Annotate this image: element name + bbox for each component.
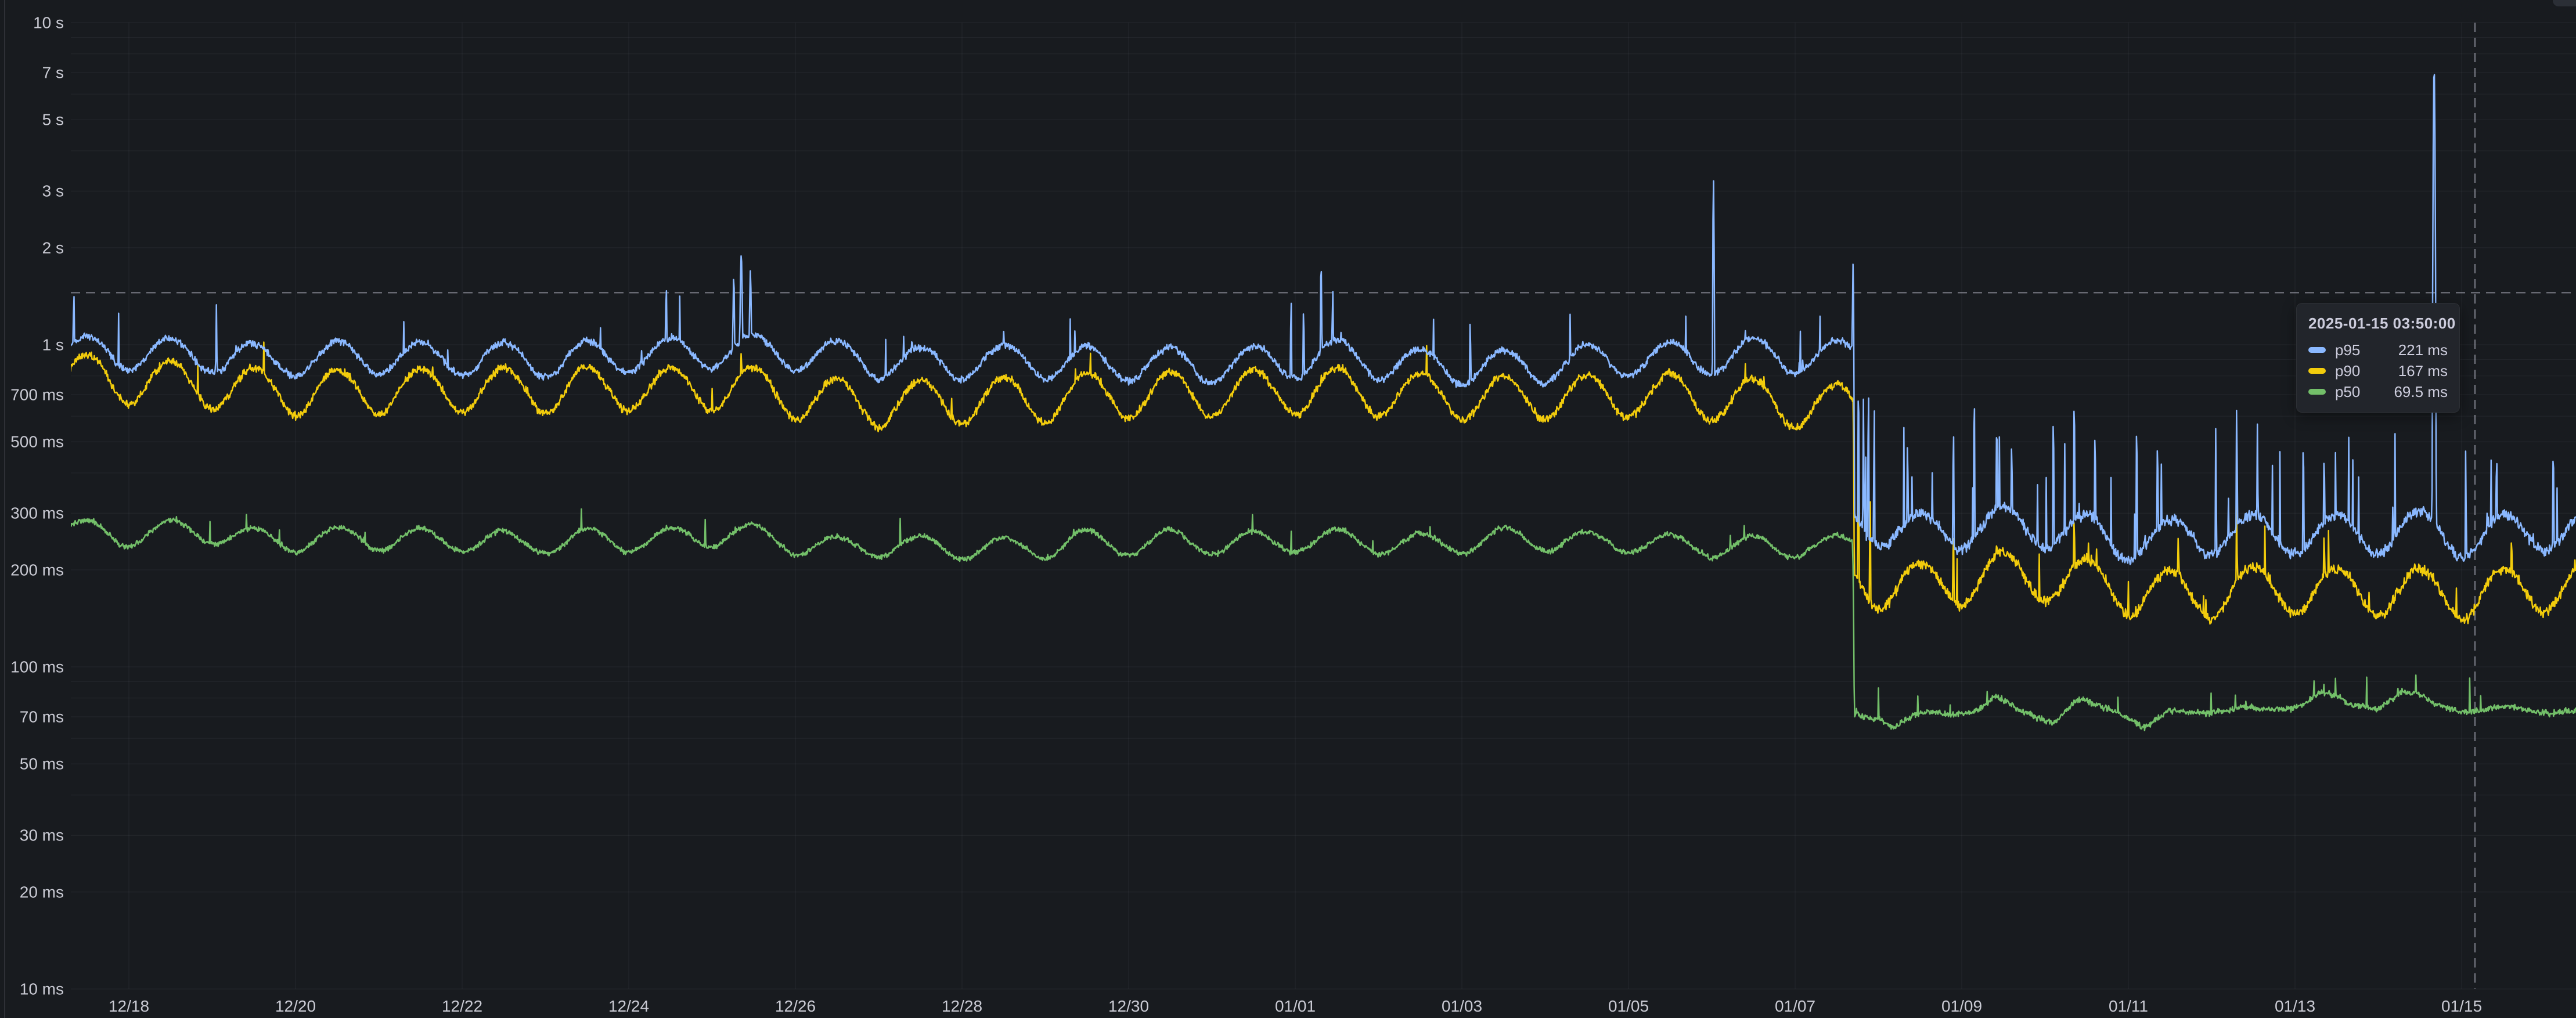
tooltip-series-row: p95 221 ms	[2308, 340, 2448, 360]
tooltip-series-value: 69.5 ms	[2394, 383, 2448, 401]
series-color-swatch-icon	[2308, 347, 2326, 353]
y-tick-label: 2 s	[42, 239, 64, 257]
series-color-swatch-icon	[2308, 368, 2326, 374]
tooltip-series-name: p50	[2334, 383, 2361, 401]
y-tick-label: 70 ms	[20, 708, 64, 726]
series-p95-line	[71, 74, 2576, 565]
chart-tooltip: 2025-01-15 03:50:00 p95 221 ms p90 167 ms p5…	[2296, 303, 2460, 413]
y-axis-labels: 10 s 7 s 5 s 3 s 2 s 1 s 700 ms 500 ms 300 ms 200…	[10, 14, 64, 998]
x-tick-label: 12/24	[608, 997, 649, 1015]
tooltip-series-name: p90	[2334, 362, 2361, 380]
x-tick-label: 01/15	[2441, 997, 2482, 1015]
y-tick-label: 100 ms	[10, 658, 64, 676]
x-tick-label: 12/20	[275, 997, 316, 1015]
x-tick-label: 12/18	[109, 997, 149, 1015]
y-tick-label: 20 ms	[20, 883, 64, 901]
tooltip-series-value: 221 ms	[2398, 341, 2448, 359]
x-tick-label: 01/09	[1941, 997, 1982, 1015]
y-tick-label: 50 ms	[20, 755, 64, 773]
x-tick-label: 01/05	[1608, 997, 1649, 1015]
y-tick-label: 500 ms	[10, 433, 64, 451]
x-tick-label: 01/07	[1775, 997, 1815, 1015]
y-tick-label: 200 ms	[10, 561, 64, 579]
x-tick-label: 01/01	[1275, 997, 1316, 1015]
tooltip-timestamp: 2025-01-15 03:50:00	[2308, 315, 2456, 333]
series-color-swatch-icon	[2308, 389, 2326, 395]
x-axis-labels: 12/18 12/20 12/22 12/24 12/26 12/28 12/30 01/01…	[109, 997, 2482, 1015]
y-tick-label: 3 s	[42, 182, 64, 200]
y-tick-label: 10 ms	[20, 980, 64, 998]
x-tick-label: 12/22	[442, 997, 482, 1015]
y-tick-label: 10 s	[33, 14, 64, 32]
panel-left-border	[4, 0, 5, 1018]
y-tick-label: 1 s	[42, 336, 64, 354]
tooltip-series-value: 167 ms	[2398, 362, 2448, 380]
tooltip-rows: p95 221 ms p90 167 ms p50 69.5 ms	[2308, 340, 2448, 402]
y-tick-label: 7 s	[42, 64, 64, 82]
x-tick-label: 01/03	[1442, 997, 1482, 1015]
tooltip-series-row: p90 167 ms	[2308, 360, 2448, 381]
y-tick-label: 300 ms	[10, 504, 64, 522]
panel-menu-button[interactable]	[2553, 0, 2576, 6]
x-tick-label: 12/30	[1108, 997, 1149, 1015]
gridlines	[71, 22, 2576, 990]
series-lines	[71, 74, 2576, 732]
tooltip-series-row: p50 69.5 ms	[2308, 381, 2448, 402]
tooltip-series-name: p95	[2334, 341, 2361, 359]
y-tick-label: 30 ms	[20, 826, 64, 844]
series-p50-line	[71, 508, 2576, 732]
x-tick-label: 01/13	[2275, 997, 2315, 1015]
x-tick-label: 12/28	[942, 997, 982, 1015]
series-p90-line	[71, 341, 2576, 625]
crosshair	[71, 23, 2576, 989]
y-tick-label: 5 s	[42, 111, 64, 129]
x-tick-label: 01/11	[2109, 997, 2148, 1015]
x-tick-label: 12/26	[775, 997, 816, 1015]
y-tick-label: 700 ms	[10, 386, 64, 404]
